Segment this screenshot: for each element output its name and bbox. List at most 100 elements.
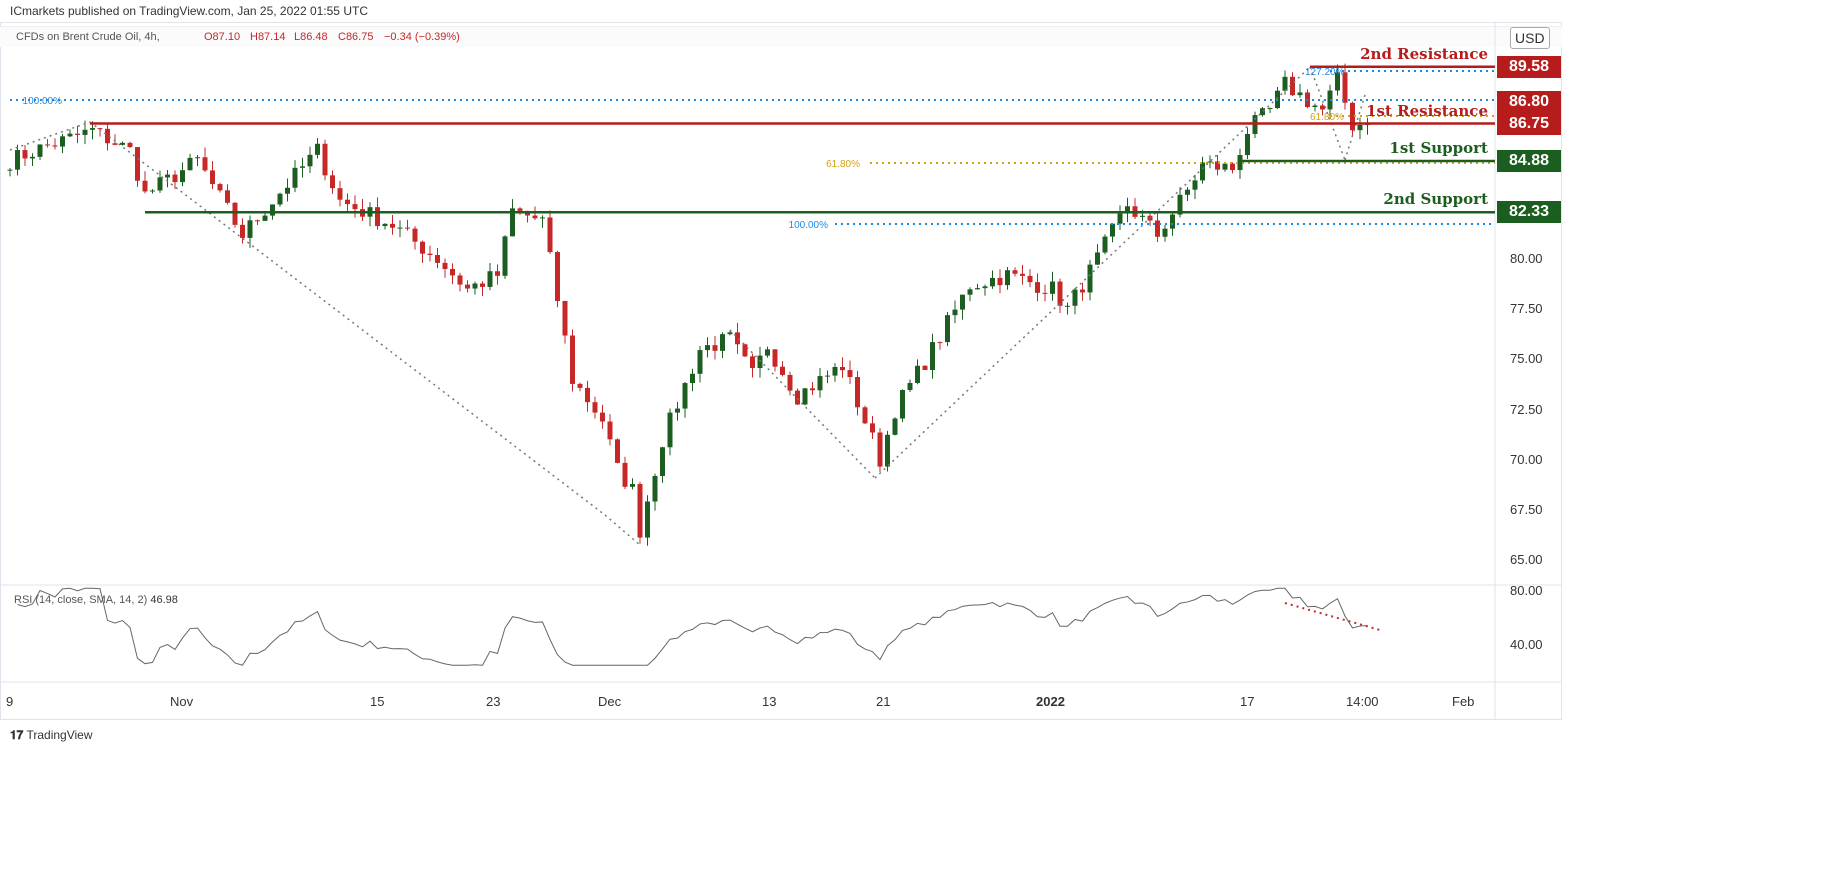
fib-label: 61.80% [826, 159, 860, 170]
candle-body [345, 199, 350, 205]
candle-body [832, 367, 838, 376]
candle-body [457, 275, 463, 285]
candle-body [517, 208, 523, 211]
candle-body [45, 144, 50, 146]
time-tick: Dec [598, 694, 622, 709]
candle-body [397, 227, 403, 229]
ohlc-close: C86.75 [338, 31, 374, 43]
candle-body [97, 128, 103, 130]
candle-body [607, 421, 613, 440]
candle-body [660, 447, 665, 476]
price-tick: 80.00 [1510, 251, 1543, 266]
candle-body [322, 143, 328, 176]
candle-body [615, 439, 620, 463]
candle-body [990, 277, 995, 287]
ohlc-high: H87.14 [250, 31, 286, 43]
candle-body [922, 365, 928, 371]
candle-body [165, 174, 170, 178]
candle-body [555, 252, 560, 302]
candle-body [1282, 76, 1288, 91]
chart-frame [0, 22, 1562, 720]
candle-body [622, 462, 628, 487]
candle-body [1020, 273, 1025, 276]
candle-body [270, 204, 275, 216]
candle-body [210, 170, 215, 185]
candle-body [1267, 108, 1273, 110]
fib-label: 100.00% [789, 220, 829, 231]
candle-body [427, 253, 433, 256]
time-tick: 2022 [1036, 694, 1065, 709]
candle-body [945, 315, 950, 343]
candle-body [240, 224, 245, 238]
time-tick: 17 [1240, 694, 1255, 709]
candle-body [112, 143, 118, 145]
time-tick: 15 [370, 694, 385, 709]
candle-body [1222, 163, 1228, 170]
candle-body [712, 345, 718, 351]
trend-line [729, 329, 876, 479]
candle-body [967, 289, 973, 295]
candle-body [735, 332, 740, 345]
candle-body [480, 283, 485, 287]
candle-body [1260, 108, 1265, 116]
candle-body [540, 217, 545, 219]
candle-body [405, 227, 410, 229]
candle-body [750, 356, 755, 369]
tradingview-logo[interactable]: 𝟏𝟕 TradingView [10, 728, 93, 743]
candle-body [705, 345, 710, 351]
currency-button[interactable]: USD [1510, 27, 1550, 49]
candle-body [195, 157, 200, 159]
candle-body [1110, 223, 1115, 237]
candle-body [382, 223, 388, 227]
candle-body [1297, 92, 1303, 96]
candle-body [67, 133, 73, 137]
candle-body [1185, 189, 1190, 195]
candle-body [795, 390, 800, 405]
candle-body [585, 387, 590, 403]
candle-body [675, 408, 680, 413]
candle-body [292, 167, 298, 188]
candle-body [1065, 305, 1070, 307]
candle-body [652, 475, 658, 502]
time-tick: 13 [762, 694, 777, 709]
rsi-trend-line [1284, 602, 1381, 631]
candle-body [562, 301, 568, 336]
candle-body [847, 370, 853, 378]
candle-body [187, 157, 193, 171]
trend-line [604, 514, 641, 546]
candle-body [1312, 105, 1318, 108]
candle-body [697, 350, 703, 374]
ohlc-open: O87.10 [204, 31, 241, 43]
rsi-tick: 40.00 [1510, 637, 1543, 652]
candle-body [127, 142, 133, 148]
symbol-legend: CFDs on Brent Crude Oil, 4h, O87.10 H87.… [0, 26, 1562, 47]
level-label-3: 1st Support [1389, 139, 1488, 158]
candle-body [1155, 220, 1160, 237]
time-tick: 14:00 [1346, 694, 1379, 709]
candle-body [180, 170, 185, 183]
candle-body [60, 136, 65, 147]
trend-line [9, 121, 91, 151]
price-tick: 70.00 [1510, 451, 1543, 467]
time-tick: 23 [486, 694, 501, 709]
candle-body [262, 215, 268, 221]
candle-body [1102, 236, 1108, 253]
candle-body [90, 128, 95, 130]
candle-body [817, 376, 823, 391]
candle-body [1117, 213, 1123, 224]
candle-body [307, 154, 313, 167]
time-tick: 9 [6, 694, 14, 709]
candle-body [870, 423, 875, 433]
fib-label: 61.80% [1310, 112, 1344, 123]
candle-body [1080, 289, 1085, 293]
candle-body [1237, 155, 1243, 171]
candle-body [22, 150, 28, 159]
candle-body [232, 202, 238, 225]
candle-body [352, 204, 358, 210]
candle-body [142, 180, 148, 192]
candle-body [487, 271, 493, 287]
price-tag-82.33: 82.33 [1497, 201, 1561, 224]
candle-body [1335, 72, 1340, 91]
trend-line [89, 121, 606, 516]
